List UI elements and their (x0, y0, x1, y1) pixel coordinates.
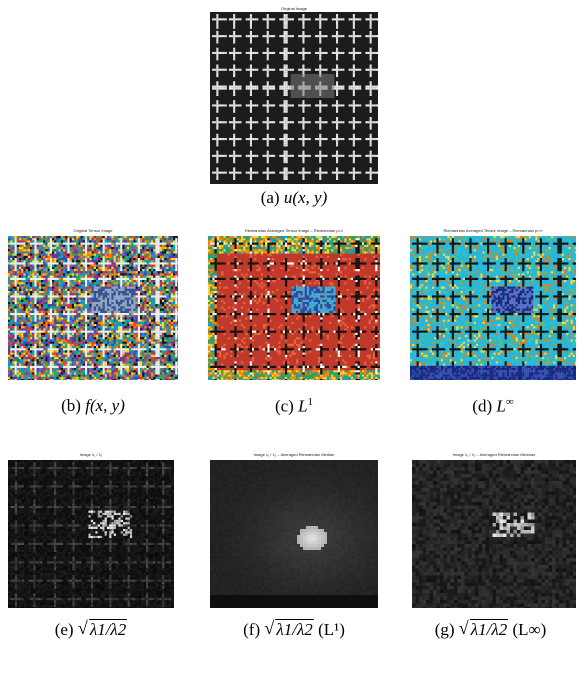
caption-label: (a) (261, 188, 280, 207)
caption-label: (d) (472, 397, 492, 416)
car-shape (290, 73, 335, 98)
tensor-image-linf-canvas (410, 236, 576, 380)
caption-math: L (496, 397, 505, 416)
eigen-ratio-minimax-canvas (412, 460, 576, 608)
caption-c: (c) L1 (208, 396, 380, 417)
caption-math: λ1/λ2 (276, 620, 312, 639)
caption-math: f(x, y) (85, 396, 125, 415)
caption-label: (c) (275, 397, 294, 416)
panel-title: Original Image (210, 6, 378, 11)
eigen-ratio-median-image (210, 460, 378, 608)
panel-title: Image λ₁ / λ₂ – Averaged Riemannian Mini… (412, 452, 576, 457)
caption-g: (g) √ λ1/λ2 (L∞) (400, 618, 581, 640)
tensor-image-linf (410, 236, 576, 380)
original-image-canvas (210, 12, 378, 184)
caption-sup: 1 (308, 396, 314, 408)
caption-suffix: (L∞) (512, 620, 546, 639)
eigen-ratio-canvas (8, 460, 174, 608)
tensor-image (8, 236, 178, 380)
original-image (210, 12, 378, 184)
caption-e: (e) √ λ1/λ2 (8, 618, 174, 640)
tensor-image-canvas (8, 236, 178, 380)
caption-math: L (298, 397, 307, 416)
sqrt-symbol: √ λ1/λ2 (78, 618, 128, 640)
caption-math: u(x, y) (284, 188, 327, 207)
panel-title: Image λ₁ / λ₂ (8, 452, 174, 457)
panel-title: Image λ₁ / λ₂ – Averaged Riemannian Medi… (210, 452, 378, 457)
caption-math: λ1/λ2 (90, 620, 126, 639)
sqrt-symbol: √ λ1/λ2 (264, 618, 314, 640)
panel-title: Riemannian Averaged Tensor Image – Riema… (410, 228, 576, 233)
tensor-image-l1 (208, 236, 380, 380)
panel-title: Original Tensor Image (8, 228, 178, 233)
caption-label: (g) (435, 620, 455, 639)
caption-suffix: (L¹) (318, 620, 345, 639)
caption-d: (d) L∞ (410, 396, 576, 417)
eigen-ratio-minimax-image (412, 460, 576, 608)
sqrt-symbol: √ λ1/λ2 (459, 618, 509, 640)
eigen-ratio-image (8, 460, 174, 608)
caption-a: (a) u(x, y) (210, 188, 378, 208)
caption-label: (e) (55, 620, 74, 639)
caption-math: λ1/λ2 (471, 620, 507, 639)
caption-f: (f) √ λ1/λ2 (L¹) (204, 618, 384, 640)
caption-sup: ∞ (506, 396, 514, 408)
tensor-image-l1-canvas (208, 236, 380, 380)
caption-label: (f) (243, 620, 260, 639)
panel-title: Riemannian Averaged Tensor Image – Riema… (208, 228, 380, 233)
eigen-ratio-median-canvas (210, 460, 378, 608)
caption-label: (b) (61, 396, 81, 415)
caption-b: (b) f(x, y) (8, 396, 178, 416)
